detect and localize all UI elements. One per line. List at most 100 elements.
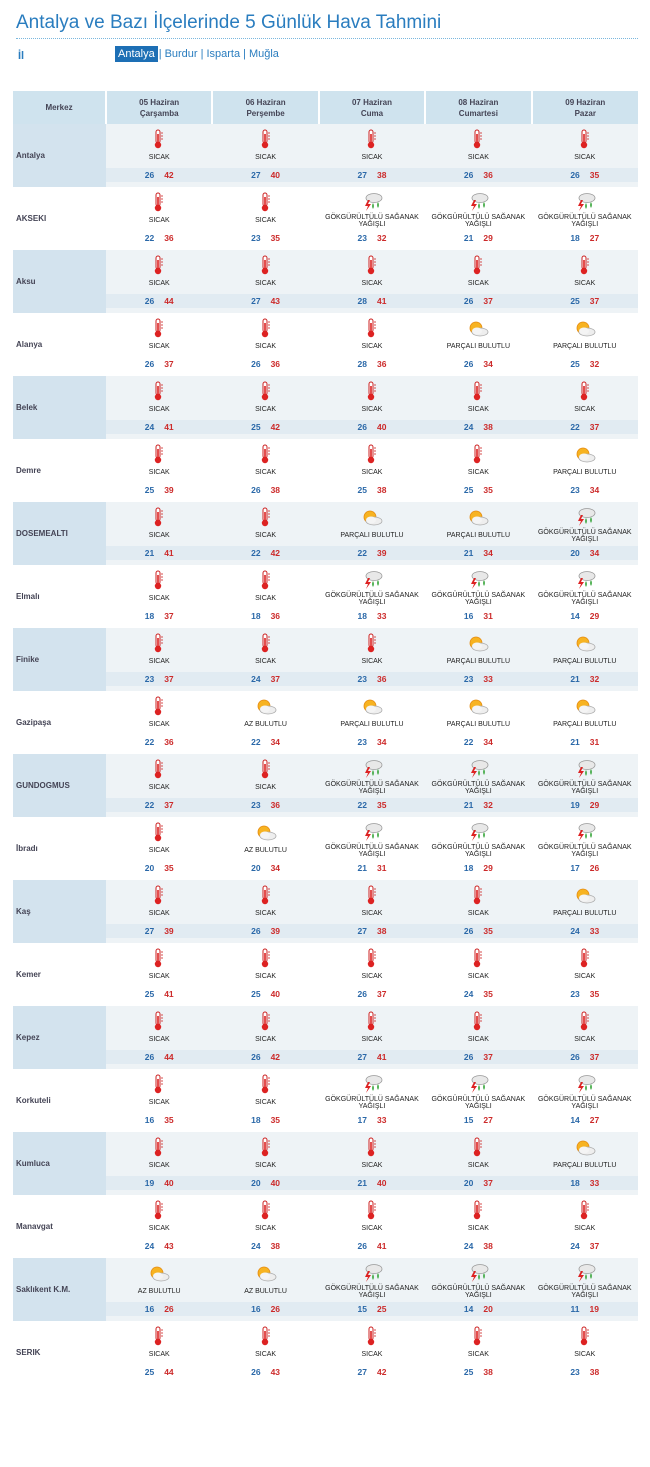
temperature-range: 28 36 (319, 357, 425, 371)
day-weekday: Pazar (574, 108, 596, 118)
min-temperature: 20 (144, 863, 155, 873)
temperature-range: 17 33 (319, 1113, 425, 1127)
temperature-range: 24 37 (532, 1239, 638, 1253)
weather-description: PARÇALI BULUTLU (340, 721, 404, 729)
temperature-range: 20 35 (106, 861, 212, 875)
min-temperature: 25 (570, 359, 580, 369)
province-link-isparta[interactable]: Isparta (206, 48, 241, 60)
max-temperature: 40 (270, 989, 281, 999)
temperature-range: 21 31 (319, 861, 425, 875)
city-name: Saklıkent K.M. (13, 1258, 106, 1321)
forecast-row: Gazipaşa SICAK 22 36 AZ BULUTLU 22 34 PARÇALI B… (13, 691, 638, 754)
link-separator: | (243, 48, 246, 60)
weather-description: SICAK (574, 1036, 596, 1044)
day-weekday: Çarşamba (139, 108, 179, 118)
temperature-range: 24 38 (425, 420, 532, 434)
max-temperature: 31 (376, 863, 387, 873)
province-link-burdur[interactable]: Burdur (164, 48, 198, 60)
thermometer-icon (532, 250, 638, 276)
max-temperature: 39 (164, 485, 174, 495)
temperature-range: 27 40 (212, 168, 319, 182)
max-temperature: 42 (270, 548, 281, 558)
temperature-range: 27 41 (318, 1050, 426, 1064)
weather-description: SICAK (467, 280, 489, 288)
thermometer-icon (532, 124, 638, 150)
weather-description: SICAK (361, 1351, 383, 1359)
min-temperature: 16 (251, 1304, 261, 1314)
min-temperature: 26 (144, 296, 155, 306)
min-temperature: 25 (357, 485, 367, 495)
temperature-range: 25 37 (531, 294, 638, 308)
min-temperature: 25 (251, 422, 261, 432)
weather-description: GÖKGÜRÜLTÜLÜ SAĞANAK YAĞIŞLI (325, 213, 419, 229)
weather-description: SICAK (255, 1351, 277, 1359)
thermometer-icon (106, 313, 212, 339)
thermometer-icon (212, 250, 318, 276)
province-link-antalya[interactable]: Antalya (115, 46, 158, 62)
max-temperature: 35 (164, 1115, 174, 1125)
min-temperature: 23 (357, 674, 367, 684)
min-temperature: 20 (251, 1178, 261, 1188)
thunderstorm-icon (532, 754, 638, 780)
weather-description: SICAK (467, 1225, 489, 1233)
min-temperature: 17 (570, 863, 580, 873)
thermometer-icon (106, 943, 212, 969)
forecast-row: Antalya SICAK 26 42 SICAK 27 40 SICAK 27 38 SICAK 2… (13, 124, 638, 187)
thermometer-icon (425, 250, 531, 276)
thermometer-icon (319, 880, 425, 906)
min-temperature: 25 (144, 485, 155, 495)
min-temperature: 26 (463, 170, 474, 180)
min-temperature: 25 (251, 989, 261, 999)
forecast-cell: GÖKGÜRÜLTÜLÜ SAĞANAK YAĞIŞLI 17 26 (531, 817, 638, 880)
thermometer-icon (425, 880, 531, 906)
weather-description: SICAK (255, 1099, 277, 1107)
min-temperature: 22 (463, 737, 474, 747)
province-link-muğla[interactable]: Muğla (248, 48, 279, 60)
forecast-row: Belek SICAK 24 41 SICAK 25 42 SICAK 26 40 SICAK 24 3… (13, 376, 638, 439)
thermometer-icon (212, 1321, 318, 1347)
link-separator: | (158, 48, 162, 60)
temperature-range: 23 35 (532, 987, 638, 1001)
forecast-cell: SICAK 20 35 (106, 817, 213, 880)
temperature-range: 28 41 (318, 294, 426, 308)
forecast-cell: SICAK 25 38 (318, 439, 426, 502)
max-temperature: 27 (589, 1115, 600, 1125)
min-temperature: 20 (463, 1178, 474, 1188)
temperature-range: 26 36 (425, 168, 532, 182)
weather-description: PARÇALI BULUTLU (446, 532, 510, 540)
weather-description: SICAK (574, 406, 596, 414)
temperature-range: 24 37 (212, 672, 319, 686)
max-temperature: 44 (164, 1367, 174, 1377)
max-temperature: 32 (483, 800, 493, 810)
thermometer-icon (212, 376, 318, 402)
partly-cloudy-icon (212, 1258, 318, 1284)
page-title: Antalya ve Bazı İlçelerinde 5 Günlük Hav… (16, 12, 442, 33)
city-name: Finike (13, 628, 106, 691)
min-temperature: 17 (357, 1115, 367, 1125)
min-temperature: 25 (144, 1367, 155, 1377)
weather-description: GÖKGÜRÜLTÜLÜ SAĞANAK YAĞIŞLI (537, 528, 632, 544)
weather-description: PARÇALI BULUTLU (446, 721, 510, 729)
min-temperature: 18 (463, 863, 474, 873)
weather-description: GÖKGÜRÜLTÜLÜ SAĞANAK YAĞIŞLI (325, 1284, 419, 1300)
temperature-range: 24 41 (106, 420, 213, 434)
max-temperature: 35 (270, 1115, 281, 1125)
temperature-range: 27 42 (319, 1365, 425, 1379)
weather-description: SICAK (255, 973, 277, 981)
thermometer-icon (212, 187, 318, 213)
forecast-row: Finike SICAK 23 37 SICAK 24 37 SICAK 23 36 PARÇALI… (13, 628, 638, 691)
forecast-row: AKSEKI SICAK 22 36 SICAK 23 35 GÖKGÜRÜLTÜLÜ SAĞ… (13, 187, 638, 250)
min-temperature: 24 (144, 422, 155, 432)
temperature-range: 23 32 (319, 231, 425, 245)
weather-description: AZ BULUTLU (244, 721, 287, 729)
thermometer-icon (106, 502, 212, 528)
forecast-cell: PARÇALI BULUTLU 23 34 (531, 439, 638, 502)
thunderstorm-icon (532, 187, 638, 213)
forecast-row: GUNDOGMUS SICAK 22 37 SICAK 23 36 GÖKGÜRÜLTÜLÜ … (13, 754, 638, 817)
thermometer-icon (106, 628, 212, 654)
forecast-row: İbradı SICAK 20 35 AZ BULUTLU 20 34 GÖKGÜRÜLTÜL… (13, 817, 638, 880)
temperature-range: 15 25 (318, 1302, 426, 1316)
forecast-cell: SICAK 25 44 (106, 1321, 213, 1384)
min-temperature: 26 (570, 1052, 580, 1062)
weather-description: SICAK (467, 406, 489, 414)
